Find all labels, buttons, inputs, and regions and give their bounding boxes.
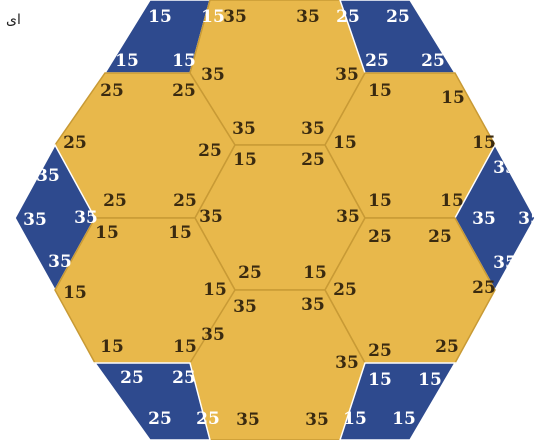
bottom-center-hex-label-0: 35 <box>233 297 257 317</box>
left-blue-label-1: 35 <box>23 210 47 230</box>
top-center-hex-label-1: 35 <box>296 7 320 27</box>
upper-right-hex-label-5: 15 <box>440 191 464 211</box>
puzzle-pieces <box>14 0 536 440</box>
bottom-center-hex-label-4: 35 <box>236 410 260 430</box>
right-blue-label-0: 35 <box>493 158 517 178</box>
upper-left-hex-label-5: 25 <box>173 191 197 211</box>
upper-left-hex-label-4: 25 <box>103 191 127 211</box>
center-hex-label-2: 35 <box>199 207 223 227</box>
right-blue-label-3: 35 <box>493 253 517 273</box>
top-center-hex-label-5: 35 <box>301 119 325 139</box>
top-right-blue-label-1: 25 <box>386 7 410 27</box>
top-left-blue-label-0: 15 <box>148 7 172 27</box>
top-center-hex-label-0: 35 <box>223 7 247 27</box>
center-hex-label-3: 35 <box>336 207 360 227</box>
upper-right-hex-label-0: 15 <box>368 81 392 101</box>
lower-left-hex-label-3: 15 <box>203 280 227 300</box>
top-right-blue-label-2: 25 <box>365 51 389 71</box>
upper-right-hex-label-4: 15 <box>368 191 392 211</box>
bottom-left-blue-label-1: 25 <box>172 368 196 388</box>
lower-right-hex-label-4: 25 <box>368 341 392 361</box>
lower-right-hex-label-3: 25 <box>472 278 496 298</box>
left-blue-label-3: 35 <box>48 252 72 272</box>
bottom-left-blue-label-0: 25 <box>120 368 144 388</box>
bottom-left-blue-piece <box>93 362 211 440</box>
lower-right-hex-label-1: 25 <box>428 227 452 247</box>
top-left-blue-label-2: 15 <box>115 51 139 71</box>
bottom-center-hex-label-1: 35 <box>301 295 325 315</box>
center-hex-label-5: 15 <box>303 263 327 283</box>
left-blue-label-0: 35 <box>36 166 60 186</box>
top-center-hex-label-2: 35 <box>201 65 225 85</box>
bottom-right-blue-label-0: 15 <box>368 370 392 390</box>
bottom-center-hex-label-5: 35 <box>305 410 329 430</box>
center-hex-label-0: 15 <box>233 150 257 170</box>
bottom-center-hex-label-2: 35 <box>201 325 225 345</box>
lower-right-hex-label-5: 25 <box>435 337 459 357</box>
upper-right-hex-label-2: 15 <box>333 133 357 153</box>
top-center-hex-label-3: 35 <box>335 65 359 85</box>
right-blue-label-2: 35 <box>518 209 542 229</box>
bottom-left-blue-label-2: 25 <box>148 409 172 429</box>
bottom-right-blue-label-2: 15 <box>343 409 367 429</box>
lower-left-hex-label-4: 15 <box>100 337 124 357</box>
lower-left-hex-label-1: 15 <box>168 223 192 243</box>
top-right-blue-label-0: 25 <box>336 7 360 27</box>
lower-left-hex-label-0: 15 <box>95 223 119 243</box>
bottom-center-hex-label-3: 35 <box>335 353 359 373</box>
upper-right-hex-label-1: 15 <box>441 88 465 108</box>
top-left-blue-label-1: 15 <box>201 7 225 27</box>
upper-left-hex-label-3: 25 <box>198 141 222 161</box>
bottom-right-blue-label-1: 15 <box>418 370 442 390</box>
bottom-right-blue-piece <box>339 362 457 440</box>
upper-left-hex-label-1: 25 <box>172 81 196 101</box>
upper-left-hex-label-2: 25 <box>63 133 87 153</box>
top-center-hex-label-4: 35 <box>232 119 256 139</box>
top-right-blue-label-3: 25 <box>421 51 445 71</box>
top-left-blue-label-3: 15 <box>172 51 196 71</box>
center-hex-label-4: 25 <box>238 263 262 283</box>
lower-right-hex-label-2: 25 <box>333 280 357 300</box>
lower-right-hex-label-0: 25 <box>368 227 392 247</box>
corner-text: ای <box>6 12 21 28</box>
bottom-left-blue-label-3: 25 <box>196 409 220 429</box>
right-blue-label-1: 35 <box>472 209 496 229</box>
upper-right-hex-label-3: 15 <box>472 133 496 153</box>
upper-left-hex-label-0: 25 <box>100 81 124 101</box>
center-hex-label-1: 25 <box>301 150 325 170</box>
bottom-right-blue-label-3: 15 <box>392 409 416 429</box>
left-blue-label-2: 35 <box>74 208 98 228</box>
lower-left-hex-label-5: 15 <box>173 337 197 357</box>
lower-left-hex-label-2: 15 <box>63 283 87 303</box>
